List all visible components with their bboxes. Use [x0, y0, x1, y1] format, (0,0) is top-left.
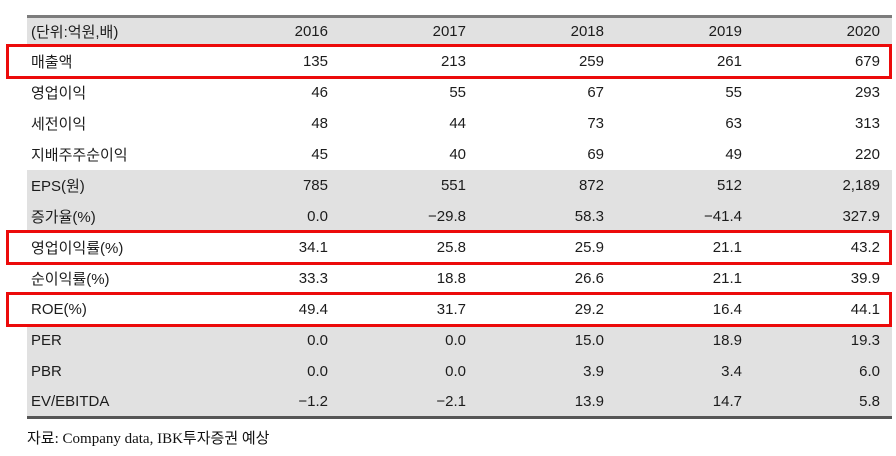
- table-row: 매출액 135 213 259 261 679: [27, 45, 892, 77]
- cell-value: 21.1: [616, 262, 754, 294]
- cell-value: 135: [202, 45, 340, 77]
- cell-value: 5.8: [754, 386, 892, 418]
- cell-value: 25.9: [478, 231, 616, 263]
- cell-value: 69: [478, 138, 616, 170]
- cell-value: 213: [340, 45, 478, 77]
- row-label: 영업이익: [27, 76, 202, 108]
- cell-value: 18.8: [340, 262, 478, 294]
- row-label: PBR: [27, 355, 202, 387]
- cell-value: −29.8: [340, 200, 478, 232]
- cell-value: 49.4: [202, 293, 340, 325]
- cell-value: 15.0: [478, 324, 616, 356]
- table-row: 영업이익률(%) 34.1 25.8 25.9 21.1 43.2: [27, 231, 892, 263]
- cell-value: 44.1: [754, 293, 892, 325]
- cell-value: 49: [616, 138, 754, 170]
- cell-value: 293: [754, 76, 892, 108]
- cell-value: 6.0: [754, 355, 892, 387]
- cell-value: 0.0: [202, 324, 340, 356]
- table-row: 증가율(%) 0.0 −29.8 58.3 −41.4 327.9: [27, 200, 892, 232]
- cell-value: 679: [754, 45, 892, 77]
- table-row: PBR 0.0 0.0 3.9 3.4 6.0: [27, 355, 892, 387]
- table-row: 순이익률(%) 33.3 18.8 26.6 21.1 39.9: [27, 262, 892, 294]
- cell-value: 785: [202, 169, 340, 201]
- row-label: 순이익률(%): [27, 262, 202, 294]
- cell-value: 18.9: [616, 324, 754, 356]
- year-header: 2020: [754, 16, 892, 46]
- cell-value: −1.2: [202, 386, 340, 418]
- cell-value: 44: [340, 107, 478, 139]
- cell-value: 313: [754, 107, 892, 139]
- table-row: 세전이익 48 44 73 63 313: [27, 107, 892, 139]
- cell-value: 34.1: [202, 231, 340, 263]
- table-row: 영업이익 46 55 67 55 293: [27, 76, 892, 108]
- row-label: 영업이익률(%): [27, 231, 202, 263]
- year-header: 2017: [340, 16, 478, 46]
- cell-value: 45: [202, 138, 340, 170]
- cell-value: 3.4: [616, 355, 754, 387]
- cell-value: 0.0: [340, 324, 478, 356]
- cell-value: 29.2: [478, 293, 616, 325]
- cell-value: −41.4: [616, 200, 754, 232]
- cell-value: 40: [340, 138, 478, 170]
- row-label: 세전이익: [27, 107, 202, 139]
- row-label: 증가율(%): [27, 200, 202, 232]
- table-row: EPS(원) 785 551 872 512 2,189: [27, 169, 892, 201]
- cell-value: 3.9: [478, 355, 616, 387]
- cell-value: 512: [616, 169, 754, 201]
- cell-value: 220: [754, 138, 892, 170]
- cell-value: 0.0: [202, 355, 340, 387]
- cell-value: 31.7: [340, 293, 478, 325]
- cell-value: 48: [202, 107, 340, 139]
- cell-value: 327.9: [754, 200, 892, 232]
- cell-value: 14.7: [616, 386, 754, 418]
- cell-value: 25.8: [340, 231, 478, 263]
- table-row: EV/EBITDA −1.2 −2.1 13.9 14.7 5.8: [27, 386, 892, 418]
- row-label: PER: [27, 324, 202, 356]
- cell-value: 58.3: [478, 200, 616, 232]
- cell-value: 13.9: [478, 386, 616, 418]
- cell-value: 261: [616, 45, 754, 77]
- year-header: 2019: [616, 16, 754, 46]
- cell-value: 2,189: [754, 169, 892, 201]
- year-header: 2016: [202, 16, 340, 46]
- table-body: 매출액 135 213 259 261 679 영업이익 46 55 67 55 293 세전이익 48 4…: [27, 45, 892, 418]
- cell-value: 551: [340, 169, 478, 201]
- table-row: PER 0.0 0.0 15.0 18.9 19.3: [27, 324, 892, 356]
- row-label: 지배주주순이익: [27, 138, 202, 170]
- cell-value: 19.3: [754, 324, 892, 356]
- cell-value: 0.0: [202, 200, 340, 232]
- cell-value: 0.0: [340, 355, 478, 387]
- year-header: 2018: [478, 16, 616, 46]
- cell-value: 26.6: [478, 262, 616, 294]
- row-label: ROE(%): [27, 293, 202, 325]
- cell-value: 259: [478, 45, 616, 77]
- table-row: 지배주주순이익 45 40 69 49 220: [27, 138, 892, 170]
- header-row: (단위:억원,배) 2016 2017 2018 2019 2020: [27, 16, 892, 46]
- row-label: EPS(원): [27, 169, 202, 201]
- row-label: EV/EBITDA: [27, 386, 202, 418]
- row-label: 매출액: [27, 45, 202, 77]
- cell-value: 21.1: [616, 231, 754, 263]
- cell-value: 55: [340, 76, 478, 108]
- cell-value: 67: [478, 76, 616, 108]
- cell-value: 46: [202, 76, 340, 108]
- table-head: (단위:억원,배) 2016 2017 2018 2019 2020: [27, 16, 892, 46]
- cell-value: 55: [616, 76, 754, 108]
- cell-value: 33.3: [202, 262, 340, 294]
- cell-value: 43.2: [754, 231, 892, 263]
- cell-value: 73: [478, 107, 616, 139]
- cell-value: −2.1: [340, 386, 478, 418]
- cell-value: 63: [616, 107, 754, 139]
- cell-value: 39.9: [754, 262, 892, 294]
- source-note: 자료: Company data, IBK투자증권 예상: [27, 431, 270, 447]
- cell-value: 16.4: [616, 293, 754, 325]
- cell-value: 872: [478, 169, 616, 201]
- unit-header: (단위:억원,배): [27, 16, 202, 46]
- financials-table: (단위:억원,배) 2016 2017 2018 2019 2020 매출액 135 213 2…: [27, 15, 892, 419]
- table-row: ROE(%) 49.4 31.7 29.2 16.4 44.1: [27, 293, 892, 325]
